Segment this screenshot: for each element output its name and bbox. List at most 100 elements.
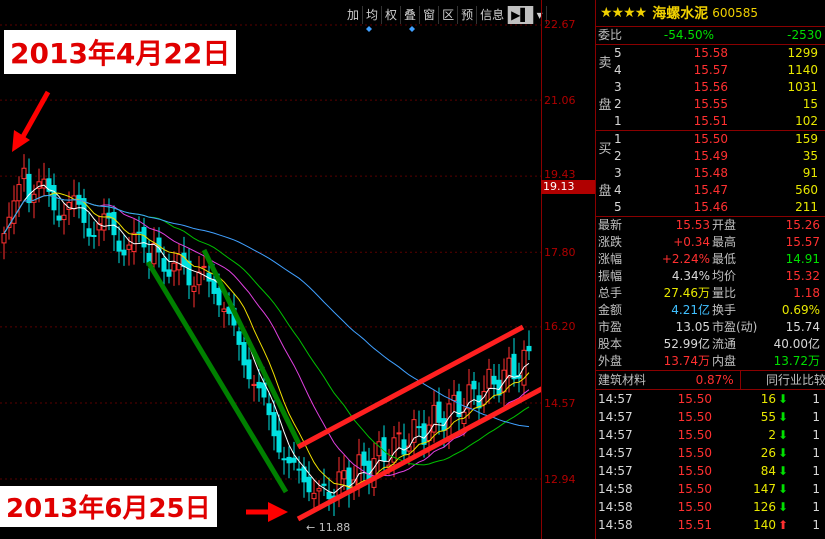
candle-body [36,181,42,189]
toolbar-predict[interactable]: 预 [458,6,478,24]
buy-price: 15.49 [693,149,728,163]
candle-body [266,403,272,416]
tick-time: 14:58 [598,482,633,496]
stock-name[interactable]: 海螺水泥 [652,6,709,22]
buy-price: 15.48 [693,166,728,180]
buy-volume: 35 [802,149,818,163]
buy-price: 15.50 [693,132,728,146]
arrow-top-shaft [17,90,51,144]
candle-body [316,488,322,492]
candle-body [61,214,67,221]
candle-body [346,467,352,492]
candle-body [96,223,102,231]
candle-body [506,357,512,378]
tick-time: 14:57 [598,428,633,442]
sell-price: 15.51 [693,114,728,128]
candle-body [501,369,507,393]
stock-code[interactable]: 600585 [712,6,759,20]
stat-key: 内盘 [712,354,737,368]
toolbar-range[interactable]: 区 [439,6,459,24]
stat-value: +2.24% [661,252,710,266]
tick-count: 1 [812,464,820,478]
rating-stars: ★★★★ [600,5,647,21]
candle-body [216,287,222,306]
buy-level: 2 [614,149,622,163]
stat-value: 15.26 [785,218,820,232]
chart-toolbar: 加 均 权 叠 窗 区 预 信息 ▶▌ ▾ [344,6,547,24]
stat-value: 15.32 [785,269,820,283]
industry-compare-button[interactable]: 同行业比较 [739,371,825,389]
arrow-down-icon: ⬇ [777,446,789,460]
stat-value: 13.74万 [663,354,710,368]
sell-row: 5 15.58 1299 [596,45,825,62]
candle-body [481,391,487,405]
stat-key: 最高 [712,235,737,249]
kline-chart[interactable]: ← 11.88 [0,0,541,539]
arrow-down-icon: ⬇ [777,410,789,424]
tick-list: 14:57 15.50 16 ⬇ 1 14:57 15.50 55 ⬇ 1 14:57 15.50 2 ⬇… [596,390,825,534]
candle-body [401,439,407,455]
tick-price: 15.50 [677,482,712,496]
candle-body [286,456,292,464]
toolbar-info[interactable]: 信息 [477,6,509,24]
sell-level: 1 [614,114,622,128]
buy-row: 1 15.50 159 [596,131,825,148]
tick-price: 15.50 [677,446,712,460]
kline-svg[interactable]: ← 11.88 [0,0,541,539]
candle-body [211,278,217,294]
stat-key: 市盈 [598,320,623,334]
stat-value: 13.05 [675,320,710,334]
tick-volume: 2 [768,428,776,442]
candle-body [106,212,112,219]
downtrend-line-2 [201,248,303,448]
buy-level: 1 [614,132,622,146]
price-label: 22.67 [544,18,576,31]
toolbar-dropdown-icon[interactable]: ▾ [534,6,547,24]
candle-body [311,492,317,500]
stat-row: 振幅 4.34% 均价 15.32 [596,268,825,285]
buy-level: 5 [614,200,622,214]
tick-count: 1 [812,428,820,442]
sell-row: 3 15.56 1031 [596,79,825,96]
candle-body [111,211,117,236]
candle-body [241,342,247,366]
buy-label: 买 [598,142,612,157]
candle-body [21,167,27,180]
candle-body [136,231,142,234]
toolbar-overlay[interactable]: 叠 [401,6,421,24]
candle-body [101,213,107,231]
sell-level: 5 [614,46,622,60]
ma10-line [3,192,530,488]
tick-price: 15.51 [677,518,712,532]
candle-body [126,244,132,250]
stat-row: 市盈 13.05 市盈(动) 15.74 [596,319,825,336]
arrow-up-icon: ⬆ [777,518,789,532]
toolbar-rights[interactable]: 权 [382,6,402,24]
tick-row: 14:57 15.50 16 ⬇ 1 [596,390,825,408]
sell-row: 2 15.55 15 [596,96,825,113]
toolbar-play-icon[interactable]: ▶▌ [508,6,534,24]
stat-value: 40.00亿 [773,337,820,351]
annotation-bottom: 2013年6月25日 [0,486,217,527]
candle-body [391,437,397,463]
toolbar-add[interactable]: 加 [344,6,364,24]
channel-upper-line [296,324,525,450]
arrow-down-icon: ⬇ [777,500,789,514]
candle-body [116,240,122,252]
stock-header: ★★★★ 海螺水泥 600585 [596,0,825,27]
candle-body [161,258,167,272]
ma5-line [3,184,530,494]
buy-level: 3 [614,166,622,180]
sell-level: 2 [614,97,622,111]
tick-row: 14:57 15.50 55 ⬇ 1 [596,408,825,426]
price-label: 21.06 [544,94,576,107]
tick-row: 14:57 15.50 2 ⬇ 1 [596,426,825,444]
industry-row[interactable]: 建筑材料 0.87% 同行业比较 [596,370,825,390]
sell-label-2: 盘 [598,98,612,113]
toolbar-window[interactable]: 窗 [420,6,440,24]
stat-value: 15.57 [785,235,820,249]
candle-body [196,271,202,286]
toolbar-avg[interactable]: 均 [363,6,383,24]
tick-time: 14:57 [598,446,633,460]
arrow-top-head-icon [12,130,30,152]
